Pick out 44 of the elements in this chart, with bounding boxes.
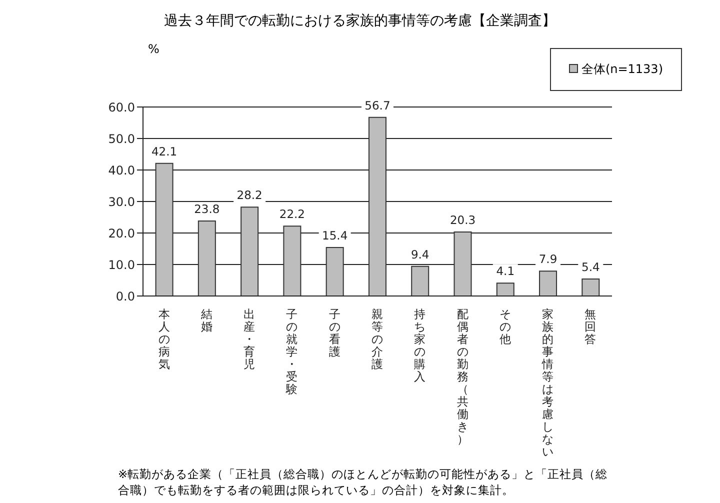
category-label: 配偶者の勤務（共働き） [456, 307, 469, 446]
bar [198, 220, 216, 296]
data-label: 20.3 [450, 213, 476, 228]
y-tick-label: 60.0 [108, 100, 135, 114]
x-tick-label: 持ち家の購入 [414, 307, 426, 384]
data-label: 7.9 [538, 252, 558, 266]
y-tick-label: 10.0 [108, 258, 135, 272]
bar [539, 270, 558, 296]
bar [368, 116, 386, 296]
x-tick-label: 出産・育児 [244, 307, 256, 371]
bar [582, 278, 600, 296]
data-label: 15.4 [322, 228, 348, 242]
bar [155, 162, 174, 296]
legend-label: 全体(n=1133) [580, 62, 663, 76]
category-label: 家族的事情等は考慮しない [542, 307, 554, 458]
data-label: 5.4 [582, 260, 600, 274]
x-tick-label: 親等の介護 [372, 307, 384, 371]
data-label: 22.2 [279, 207, 306, 222]
data-label: 28.2 [236, 188, 262, 202]
data-label: 42.1 [151, 144, 178, 158]
bar [326, 246, 344, 296]
bar [283, 226, 302, 296]
x-tick-label: 子の看護 [328, 307, 341, 358]
bar [496, 282, 514, 296]
data-label: 56.7 [364, 98, 390, 112]
x-tick-label: 本人の病気 [158, 307, 170, 371]
bar [240, 206, 259, 296]
y-tick-label: 40.0 [108, 163, 135, 178]
bar [454, 232, 472, 296]
y-tick-label: 50.0 [108, 132, 135, 146]
y-tick-label: 20.0 [108, 226, 135, 240]
bar [411, 266, 430, 296]
data-label: 9.4 [410, 247, 430, 262]
y-tick-label: 0.0 [116, 289, 135, 304]
chart-title: 過去３年間での転勤における家族的事情等の考慮【企業調査】 [163, 12, 557, 31]
x-tick-label: その他 [499, 307, 512, 346]
y-tick-label: 30.0 [108, 194, 135, 209]
x-tick-label: 結婚 [200, 307, 213, 334]
x-tick-label: 子の就学・受験 [285, 307, 298, 396]
x-tick-label: 無回答 [584, 307, 597, 346]
data-label: 23.8 [194, 202, 220, 216]
data-label: 4.1 [496, 264, 515, 278]
y-axis-title: % [148, 42, 160, 56]
text: ※転勤がある企業（「正社員（総合職）のほとんどが転勤の可能性がある」と「正社員（総合職）でも転勤をする者の範囲は限られている」の合計）を対象に集計。 [118, 466, 609, 498]
